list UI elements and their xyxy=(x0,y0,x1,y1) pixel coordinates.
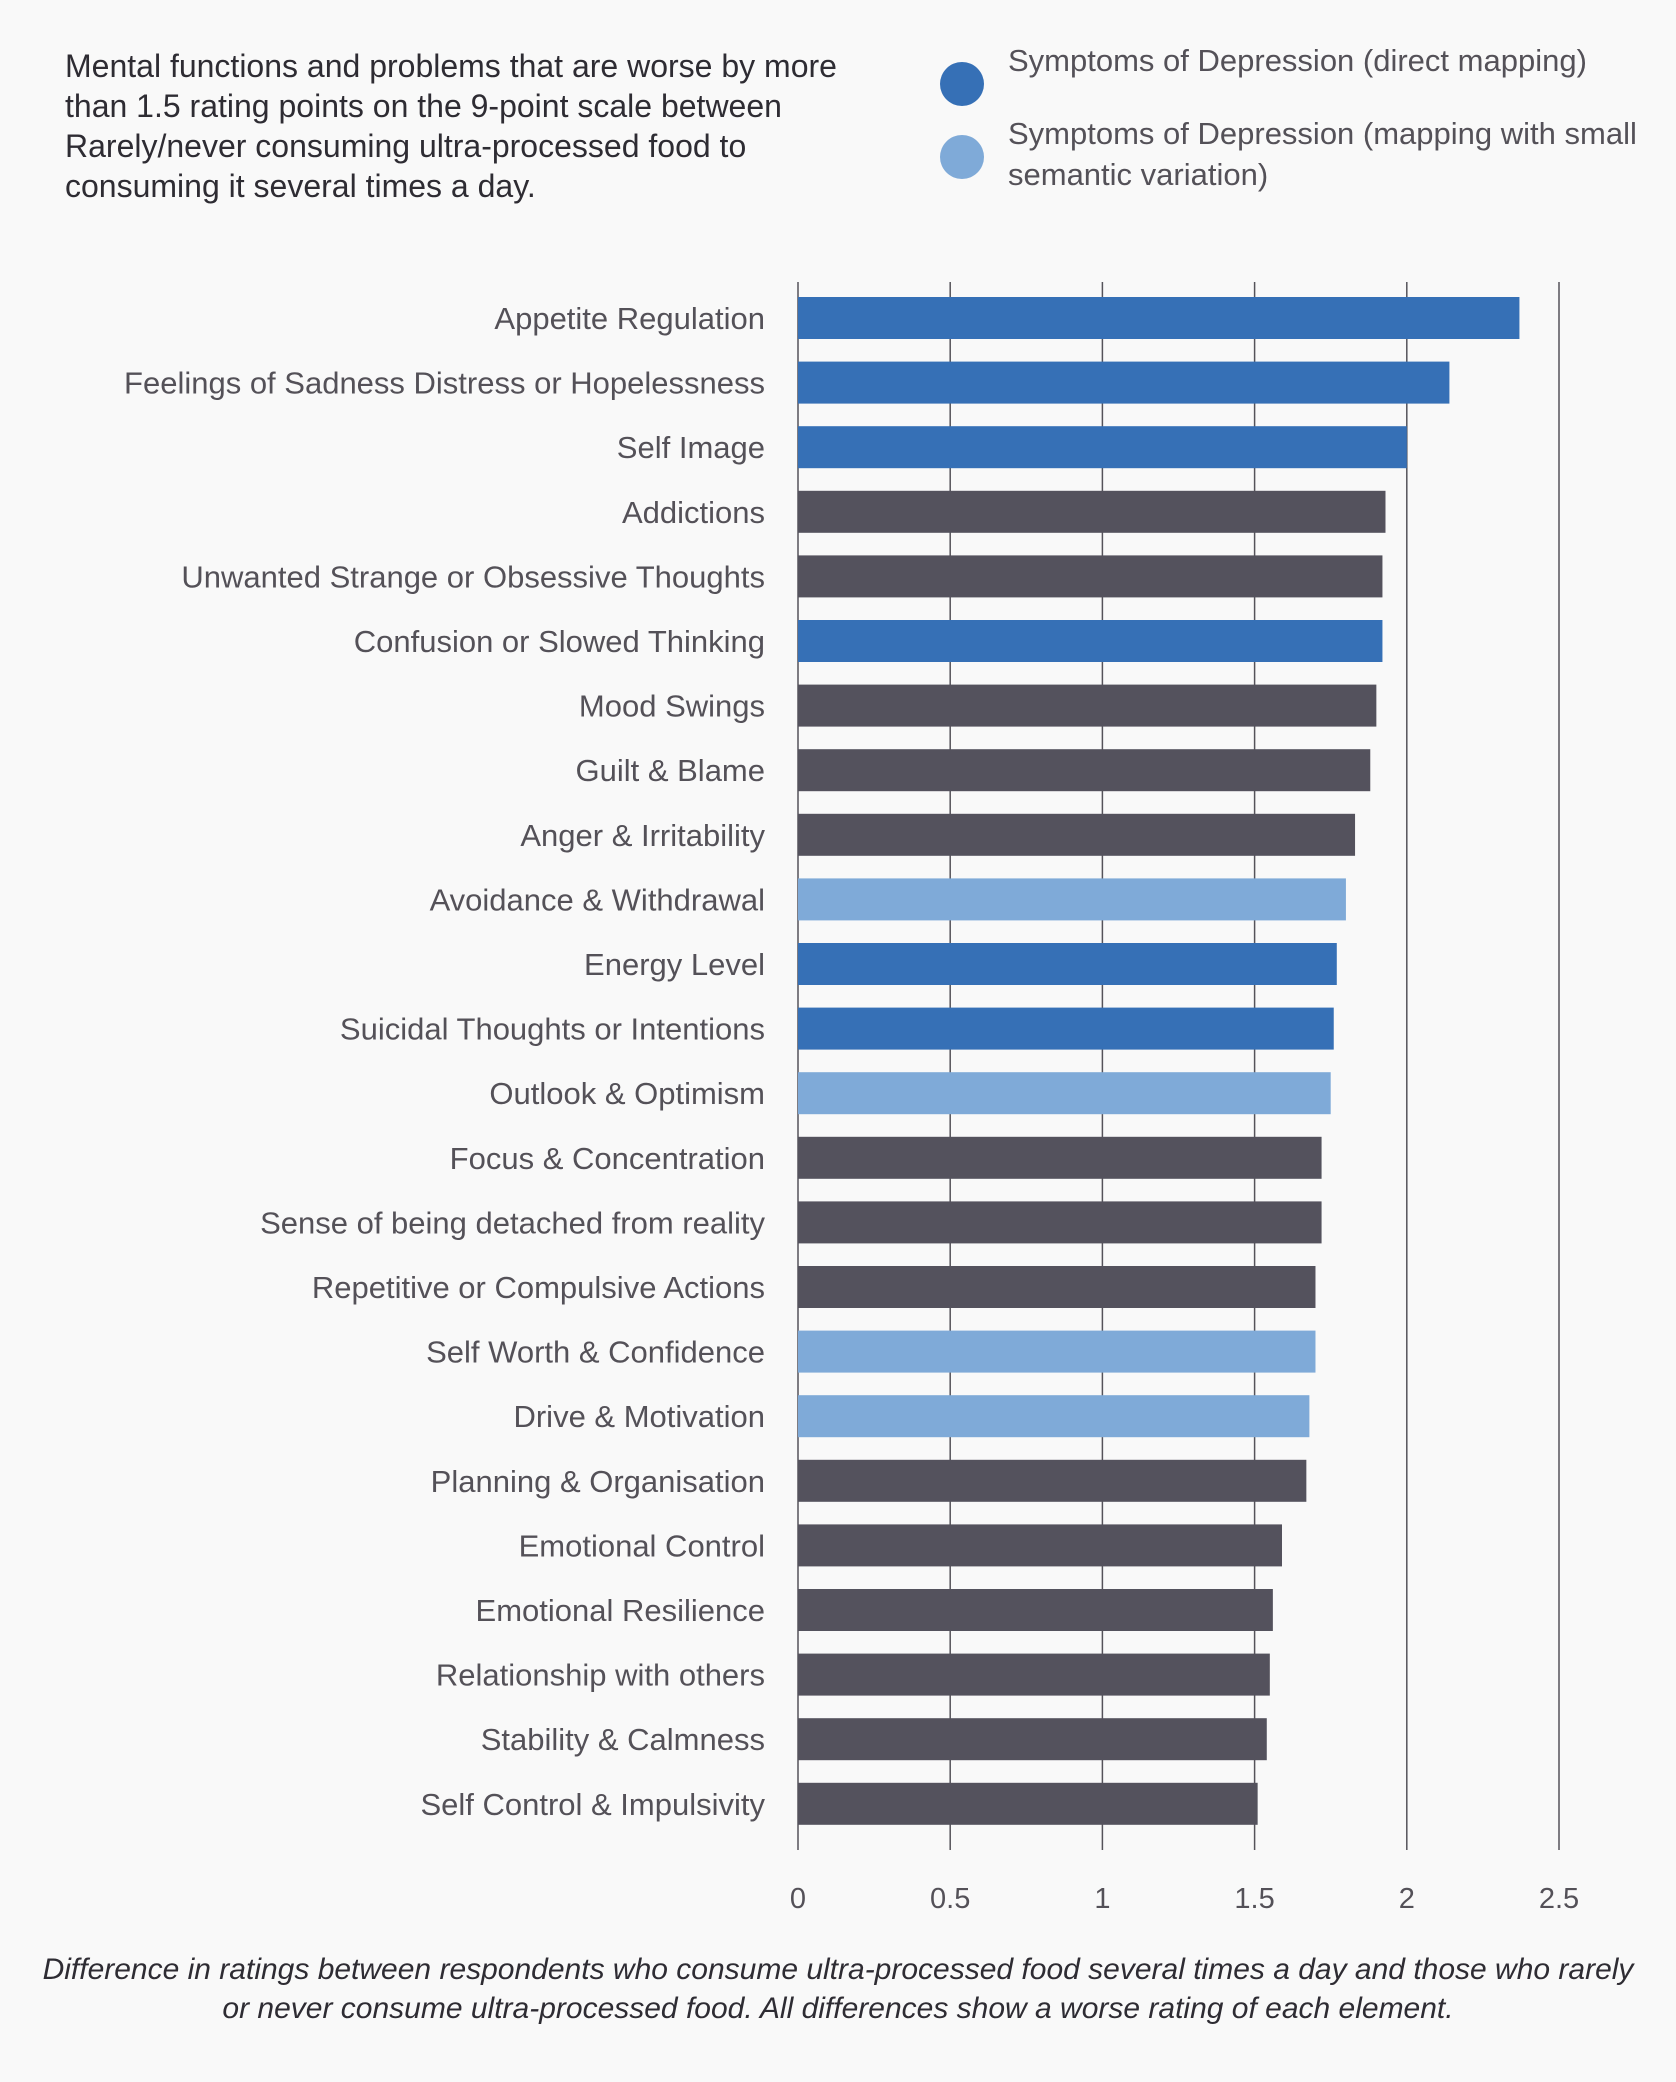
category-labels: Appetite Regulation Feelings of Sadness D… xyxy=(124,301,765,1822)
bar xyxy=(798,1589,1273,1631)
bar xyxy=(798,1653,1270,1696)
bar xyxy=(798,684,1377,727)
bar xyxy=(798,943,1337,985)
bar xyxy=(798,749,1371,792)
x-tick-label: 0.5 xyxy=(930,1883,970,1915)
category-label: Avoidance & Withdrawal xyxy=(430,882,765,917)
x-tick-label: 2.5 xyxy=(1539,1883,1579,1915)
category-label: Feelings of Sadness Distress or Hopeless… xyxy=(124,366,765,401)
bar xyxy=(798,878,1346,921)
category-label: Mood Swings xyxy=(579,689,765,724)
bar xyxy=(798,1395,1310,1438)
bar xyxy=(798,1524,1282,1567)
bar xyxy=(798,813,1356,856)
category-label: Focus & Concentration xyxy=(450,1141,765,1176)
bar xyxy=(798,1330,1316,1373)
bar xyxy=(798,426,1407,469)
category-label: Unwanted Strange or Obsessive Thoughts xyxy=(181,559,765,594)
x-tick-label: 2 xyxy=(1399,1883,1415,1915)
legend-swatch-semantic xyxy=(940,135,984,179)
category-label: Emotional Control xyxy=(519,1528,765,1563)
category-label: Guilt & Blame xyxy=(575,753,765,788)
category-label: Anger & Irritability xyxy=(520,818,765,853)
bar xyxy=(798,1007,1334,1050)
legend-swatch-direct xyxy=(940,62,984,106)
bar xyxy=(798,1072,1331,1115)
category-label: Sense of being detached from reality xyxy=(260,1205,765,1240)
x-tick-label: 0 xyxy=(790,1883,806,1915)
bar xyxy=(798,1136,1322,1179)
x-tick-label: 1 xyxy=(1094,1883,1110,1915)
legend-item-direct: Symptoms of Depression (direct mapping) xyxy=(940,40,1640,106)
bar xyxy=(798,1266,1316,1308)
bar xyxy=(798,361,1450,404)
category-label: Addictions xyxy=(622,495,765,530)
category-label: Emotional Resilience xyxy=(476,1593,765,1628)
bar-chart: Appetite Regulation Feelings of Sadness D… xyxy=(124,282,1579,1915)
category-label: Planning & Organisation xyxy=(431,1464,765,1499)
bar xyxy=(798,297,1520,339)
bar xyxy=(798,490,1386,533)
legend-label-semantic: Symptoms of Depression (mapping with sma… xyxy=(1008,116,1637,192)
gridlines xyxy=(797,282,1560,1850)
category-label: Stability & Calmness xyxy=(481,1722,765,1757)
category-label: Suicidal Thoughts or Intentions xyxy=(340,1012,765,1047)
bar xyxy=(798,620,1383,662)
x-tick-label: 1.5 xyxy=(1234,1883,1274,1915)
legend-item-semantic: Symptoms of Depression (mapping with sma… xyxy=(940,113,1640,195)
chart-caption: Difference in ratings between respondent… xyxy=(42,1953,1634,2025)
bar xyxy=(798,1201,1322,1244)
bar xyxy=(798,555,1383,598)
category-label: Drive & Motivation xyxy=(513,1399,765,1434)
category-label: Self Worth & Confidence xyxy=(426,1335,765,1370)
bar xyxy=(798,1782,1258,1825)
category-label: Outlook & Optimism xyxy=(489,1076,765,1111)
category-label: Appetite Regulation xyxy=(494,301,765,336)
bars xyxy=(798,297,1520,1825)
category-label: Self Image xyxy=(617,430,765,465)
category-label: Relationship with others xyxy=(436,1658,765,1693)
category-label: Energy Level xyxy=(584,947,765,982)
legend: Symptoms of Depression (direct mapping) … xyxy=(940,40,1640,227)
chart-title: Mental functions and problems that are w… xyxy=(65,48,837,204)
category-label: Self Control & Impulsivity xyxy=(420,1787,765,1822)
bar xyxy=(798,1718,1267,1761)
category-label: Repetitive or Compulsive Actions xyxy=(312,1270,765,1305)
category-label: Confusion or Slowed Thinking xyxy=(354,624,765,659)
legend-label-direct: Symptoms of Depression (direct mapping) xyxy=(1008,43,1587,78)
x-axis-ticks: 0 0.5 1 1.5 2 2.5 xyxy=(790,1883,1579,1915)
bar xyxy=(798,1459,1307,1502)
